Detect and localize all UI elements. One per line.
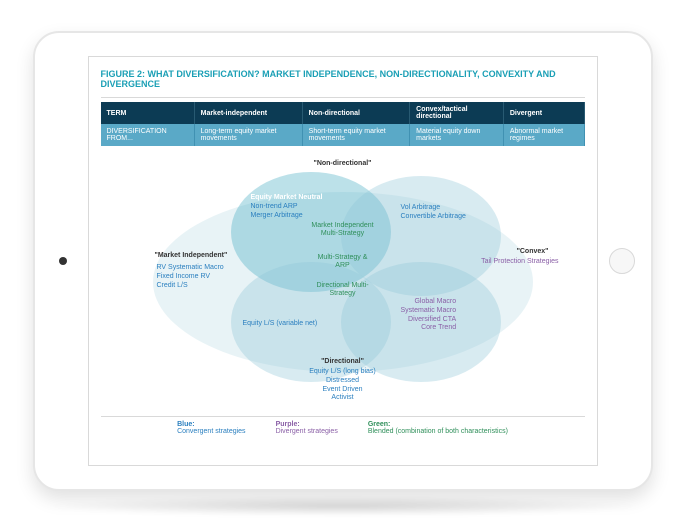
legend-purple: Purple: Divergent strategies — [276, 421, 338, 435]
label-directional: "Directional" — [321, 358, 364, 365]
nw-block: Equity Market Neutral Non-trend ARP Merg… — [251, 194, 323, 220]
ne-l2: Convertible Arbitrage — [401, 213, 466, 220]
legend: Blue: Convergent strategies Purple: Dive… — [101, 416, 585, 435]
center-low: Directional Multi-Strategy — [313, 282, 373, 297]
th-term: TERM — [101, 102, 195, 124]
right-block: Tail Protection Strategies — [481, 258, 558, 265]
tablet-frame: FIGURE 2: WHAT DIVERSIFICATION? MARKET I… — [33, 31, 653, 491]
center-top: Market Independent Multi-Strategy — [308, 222, 378, 237]
se-l1: Global Macro — [414, 298, 456, 305]
se-l4: Core Trend — [421, 324, 456, 331]
label-market-independent: "Market Independent" — [155, 252, 228, 259]
legend-green: Green: Blended (combination of both char… — [368, 421, 508, 435]
center-mid: Multi-Strategy & ARP — [318, 254, 368, 269]
right-l1: Tail Protection Strategies — [481, 258, 558, 265]
legend-blue: Blue: Convergent strategies — [177, 421, 245, 435]
left-l2: Fixed Income RV — [157, 273, 211, 280]
b-l1: Equity L/S (long bias) — [309, 368, 376, 375]
nw-header: Equity Market Neutral — [251, 194, 323, 201]
left-l1: RV Systematic Macro — [157, 264, 224, 271]
td-dv: Abnormal market regimes — [503, 124, 584, 146]
label-convex: "Convex" — [517, 248, 549, 255]
legend-green-h: Green: — [368, 421, 508, 428]
th-dv: Divergent — [503, 102, 584, 124]
table-header-row: TERM Market-independent Non-directional … — [101, 102, 585, 124]
definitions-table: TERM Market-independent Non-directional … — [101, 102, 585, 146]
th-nd: Non-directional — [302, 102, 410, 124]
td-term: DIVERSIFICATION FROM... — [101, 124, 195, 146]
td-cv: Material equity down markets — [410, 124, 504, 146]
b-l4: Activist — [331, 394, 353, 401]
home-button[interactable] — [609, 248, 635, 274]
ne-l1: Vol Arbitrage — [401, 204, 441, 211]
th-cv: Convex/tactical directional — [410, 102, 504, 124]
legend-green-t: Blended (combination of both characteris… — [368, 428, 508, 435]
legend-blue-t: Convergent strategies — [177, 428, 245, 435]
nw-l1: Non-trend ARP — [251, 203, 298, 210]
venn-diagram: "Non-directional" "Market Independent" "… — [101, 152, 585, 412]
camera-dot — [59, 257, 67, 265]
label-non-directional: "Non-directional" — [314, 160, 372, 167]
legend-purple-h: Purple: — [276, 421, 338, 428]
nw-l2: Merger Arbitrage — [251, 212, 303, 219]
b-l2: Distressed — [326, 377, 359, 384]
left-l3: Credit L/S — [157, 282, 188, 289]
legend-blue-h: Blue: — [177, 421, 245, 428]
left-block: RV Systematic Macro Fixed Income RV Cred… — [157, 264, 224, 290]
th-mi: Market-independent — [194, 102, 302, 124]
reflection-shadow — [43, 496, 643, 516]
se-l3: Diversified CTA — [408, 316, 456, 323]
ne-block: Vol Arbitrage Convertible Arbitrage — [401, 204, 466, 222]
screen: FIGURE 2: WHAT DIVERSIFICATION? MARKET I… — [88, 56, 598, 466]
b-l3: Event Driven — [322, 386, 362, 393]
legend-purple-t: Divergent strategies — [276, 428, 338, 435]
table-row: DIVERSIFICATION FROM... Long-term equity… — [101, 124, 585, 146]
td-nd: Short-term equity market movements — [302, 124, 410, 146]
figure-title: FIGURE 2: WHAT DIVERSIFICATION? MARKET I… — [101, 67, 585, 98]
se-block: Global Macro Systematic Macro Diversifie… — [401, 298, 457, 333]
se-l2: Systematic Macro — [401, 307, 457, 314]
td-mi: Long-term equity market movements — [194, 124, 302, 146]
bottom-block: Equity L/S (long bias) Distressed Event … — [309, 368, 376, 403]
sw-line: Equity L/S (variable net) — [243, 320, 318, 327]
